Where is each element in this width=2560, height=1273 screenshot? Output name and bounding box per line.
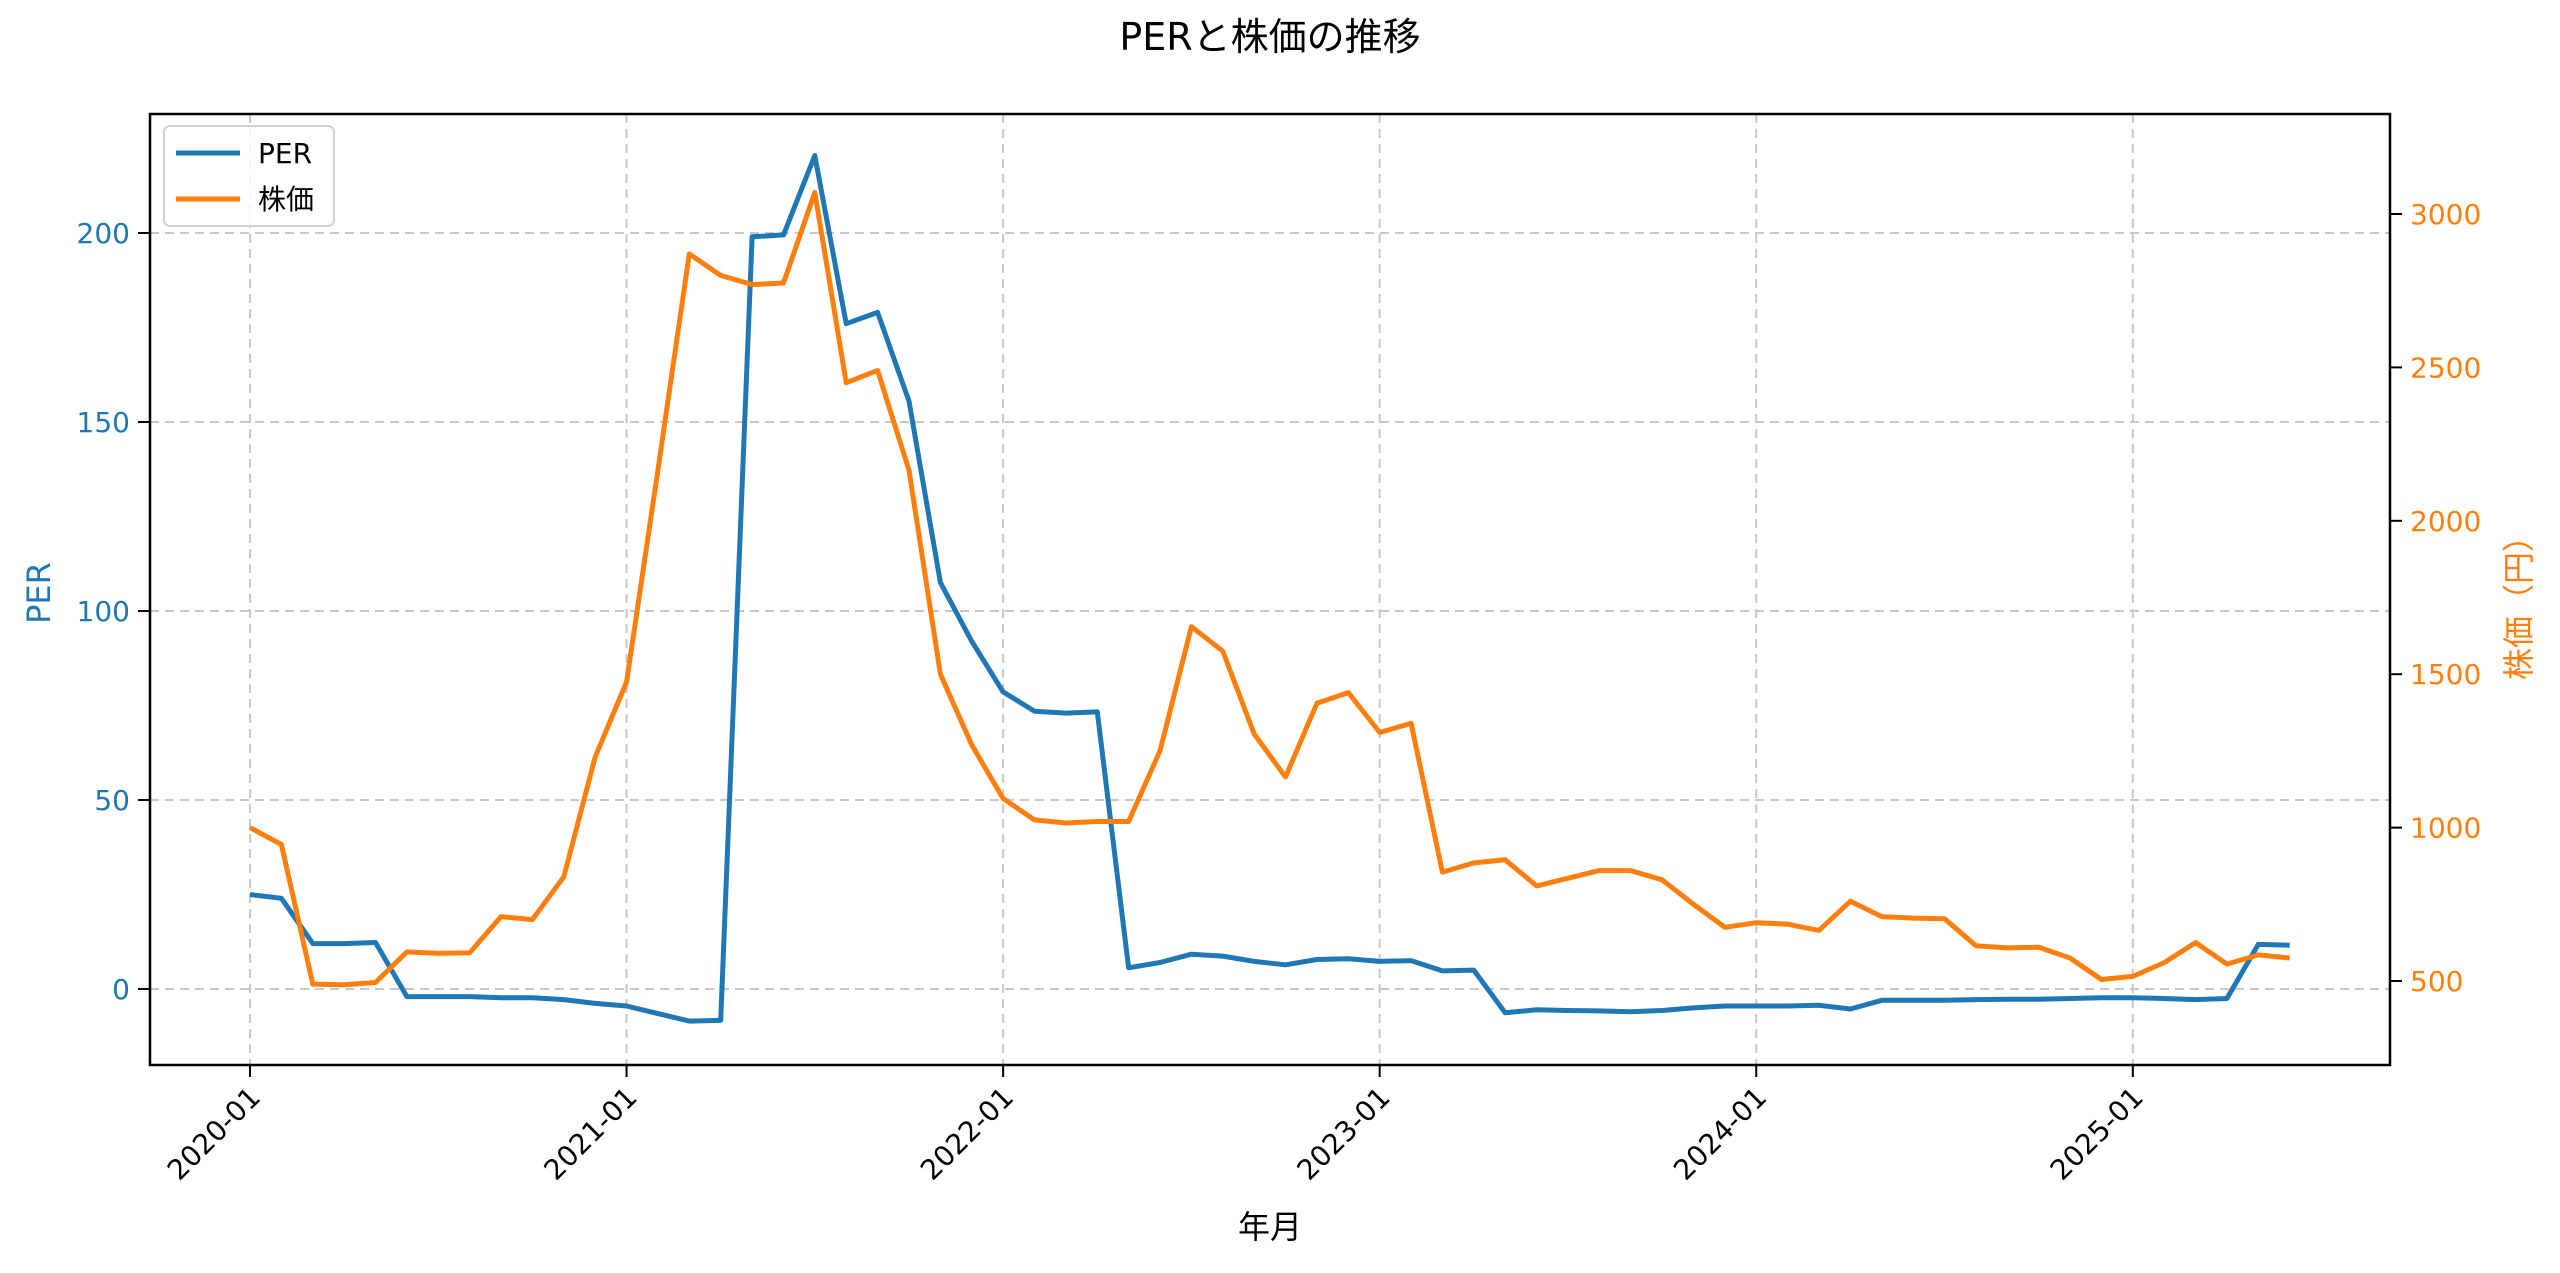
per-line bbox=[249, 153, 2290, 1024]
x-axis-label: 年月 bbox=[1238, 1208, 1302, 1246]
chart-title: PERと株価の推移 bbox=[1119, 15, 1420, 59]
y-right-tick-label: 500 bbox=[2410, 965, 2463, 998]
y-axis-left-label: PER bbox=[20, 562, 58, 624]
legend: PER 株価 bbox=[163, 125, 335, 227]
x-tick-label: 2022-01 bbox=[914, 1081, 1020, 1187]
legend-per-label: PER bbox=[258, 137, 312, 170]
y-right-tick-label: 2500 bbox=[2410, 351, 2481, 384]
y-right-tick-label: 1000 bbox=[2410, 812, 2481, 845]
x-tick-label: 2024-01 bbox=[1667, 1081, 1773, 1187]
plot-frame bbox=[148, 112, 2392, 1067]
grid-lines bbox=[150, 114, 2390, 1065]
x-tick-label: 2020-01 bbox=[161, 1081, 267, 1187]
x-tick-label: 2023-01 bbox=[1291, 1081, 1397, 1187]
data-lines bbox=[248, 153, 2290, 1024]
x-axis: 2020-01 2021-01 2022-01 2023-01 2024-01 2025-… bbox=[161, 1065, 2150, 1187]
y-right-tick-label: 1500 bbox=[2410, 658, 2481, 691]
y-axis-left: 0 50 100 150 200 bbox=[77, 217, 150, 1006]
y-right-tick-label: 2000 bbox=[2410, 505, 2481, 538]
y-axis-right-label: 株価（円） bbox=[2500, 520, 2538, 680]
y-left-tick-label: 150 bbox=[77, 406, 130, 439]
y-right-tick-label: 3000 bbox=[2410, 198, 2481, 231]
legend-price-label: 株価 bbox=[258, 183, 314, 216]
price-line bbox=[248, 190, 2290, 988]
y-left-tick-label: 50 bbox=[94, 784, 130, 817]
y-left-tick-label: 100 bbox=[77, 595, 130, 628]
y-axis-right: 500 1000 1500 2000 2500 3000 bbox=[2390, 198, 2481, 998]
y-left-tick-label: 0 bbox=[112, 973, 130, 1006]
y-left-tick-label: 200 bbox=[77, 217, 130, 250]
x-tick-label: 2021-01 bbox=[537, 1081, 643, 1187]
x-tick-label: 2025-01 bbox=[2044, 1081, 2150, 1187]
